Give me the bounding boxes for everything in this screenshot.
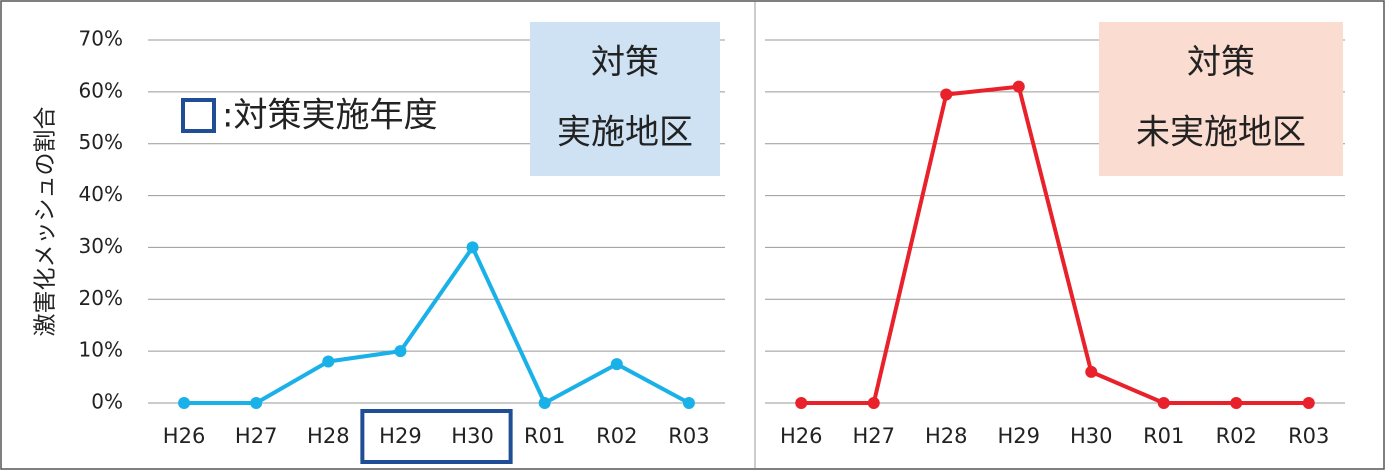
highlight-box [360,409,513,464]
x-tick-label: H26 [780,424,823,448]
x-tick-label: H27 [235,424,278,448]
legend-text: :対策実施年度 [222,96,437,136]
line [801,84,1309,405]
marker [322,355,335,368]
marker [1302,397,1315,409]
annotation-text: 未実施地区 [1136,113,1306,153]
y-tick-label: 50% [79,130,123,154]
x-tick-label: R03 [668,424,709,448]
marker [940,88,953,101]
marker [867,397,880,409]
marker [1157,397,1170,409]
marker [178,397,191,409]
x-tick-label: H29 [379,424,422,448]
y-tick-label: 0% [91,390,123,414]
x-tick-label: H29 [997,424,1040,448]
x-tick-label: H28 [307,424,350,448]
x-tick-label: R01 [1143,424,1184,448]
x-tick-label: R02 [1216,424,1257,448]
legend-swatch [181,98,216,133]
marker [466,241,479,254]
y-tick-label: 70% [79,27,123,51]
y-tick-label: 10% [79,338,123,362]
y-tick-label: 60% [79,78,123,102]
y-tick-label: 40% [79,182,123,206]
x-tick-label: R01 [524,424,565,448]
marker [394,345,407,358]
annotation-text: 対策 [1187,43,1255,83]
annotation-box [1099,22,1343,176]
annotation-text: 実施地区 [557,113,693,153]
marker [682,397,695,409]
x-tick-label: H27 [852,424,895,448]
marker [795,397,808,409]
marker [610,358,623,371]
y-axis-label: 激害化メッシュの割合 [33,107,59,337]
y-tick-label: 30% [79,234,123,258]
x-tick-label: R02 [596,424,637,448]
marker [538,397,551,409]
y-tick-label: 20% [79,286,123,310]
marker [1230,397,1243,409]
marker [1012,80,1025,93]
marker [250,397,263,409]
marker [1085,365,1098,378]
x-tick-label: H30 [451,424,494,448]
x-tick-label: H30 [1070,424,1113,448]
line [184,245,690,405]
x-tick-label: H28 [925,424,968,448]
annotation-text: 対策 [591,43,659,83]
x-tick-label: R03 [1288,424,1329,448]
annotation-box [530,22,720,176]
x-tick-label: H26 [163,424,206,448]
